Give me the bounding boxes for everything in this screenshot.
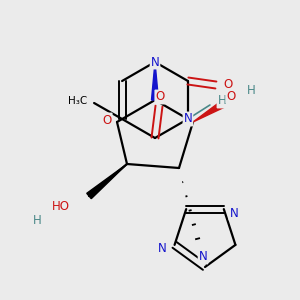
Text: O: O <box>102 113 112 127</box>
Polygon shape <box>152 62 158 100</box>
Text: H: H <box>247 83 255 97</box>
Text: HO: HO <box>52 200 70 212</box>
Text: N: N <box>158 242 167 255</box>
Text: N: N <box>184 112 192 125</box>
Text: N: N <box>151 56 159 68</box>
Text: H: H <box>33 214 41 226</box>
Polygon shape <box>87 164 127 199</box>
Text: H: H <box>218 94 226 107</box>
Text: O: O <box>155 91 165 103</box>
Text: N: N <box>199 250 207 263</box>
Text: N: N <box>230 207 238 220</box>
Polygon shape <box>193 101 225 122</box>
Text: O: O <box>226 89 236 103</box>
Text: H₃C: H₃C <box>68 96 88 106</box>
Text: O: O <box>223 79 232 92</box>
